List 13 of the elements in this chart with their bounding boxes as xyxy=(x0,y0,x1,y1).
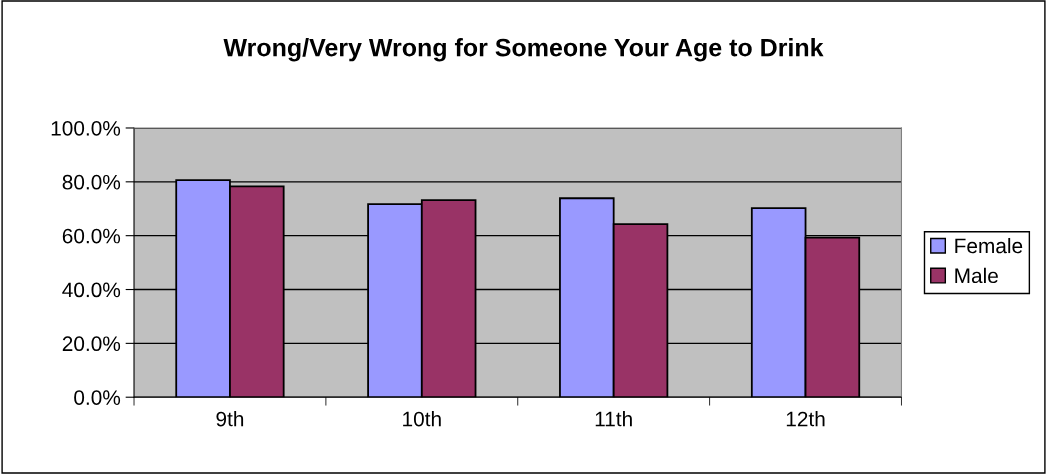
legend-label: Male xyxy=(955,267,998,284)
x-tick-label: 10th xyxy=(403,411,441,427)
y-tick-label: 0.0% xyxy=(74,390,121,405)
y-tick-label: 100.0% xyxy=(51,120,121,136)
x-tick-label: 9th xyxy=(216,411,244,427)
legend-label: Female xyxy=(955,237,1023,254)
x-tick-label: 11th xyxy=(595,411,632,427)
chart-title: Wrong/Very Wrong for Someone Your Age to Drink xyxy=(223,38,824,62)
y-tick-label: 40.0% xyxy=(62,282,121,298)
y-tick-label: 20.0% xyxy=(62,336,121,352)
y-tick-label: 80.0% xyxy=(62,174,121,190)
x-tick-label: 12th xyxy=(786,411,825,427)
y-tick-label: 60.0% xyxy=(62,228,121,244)
